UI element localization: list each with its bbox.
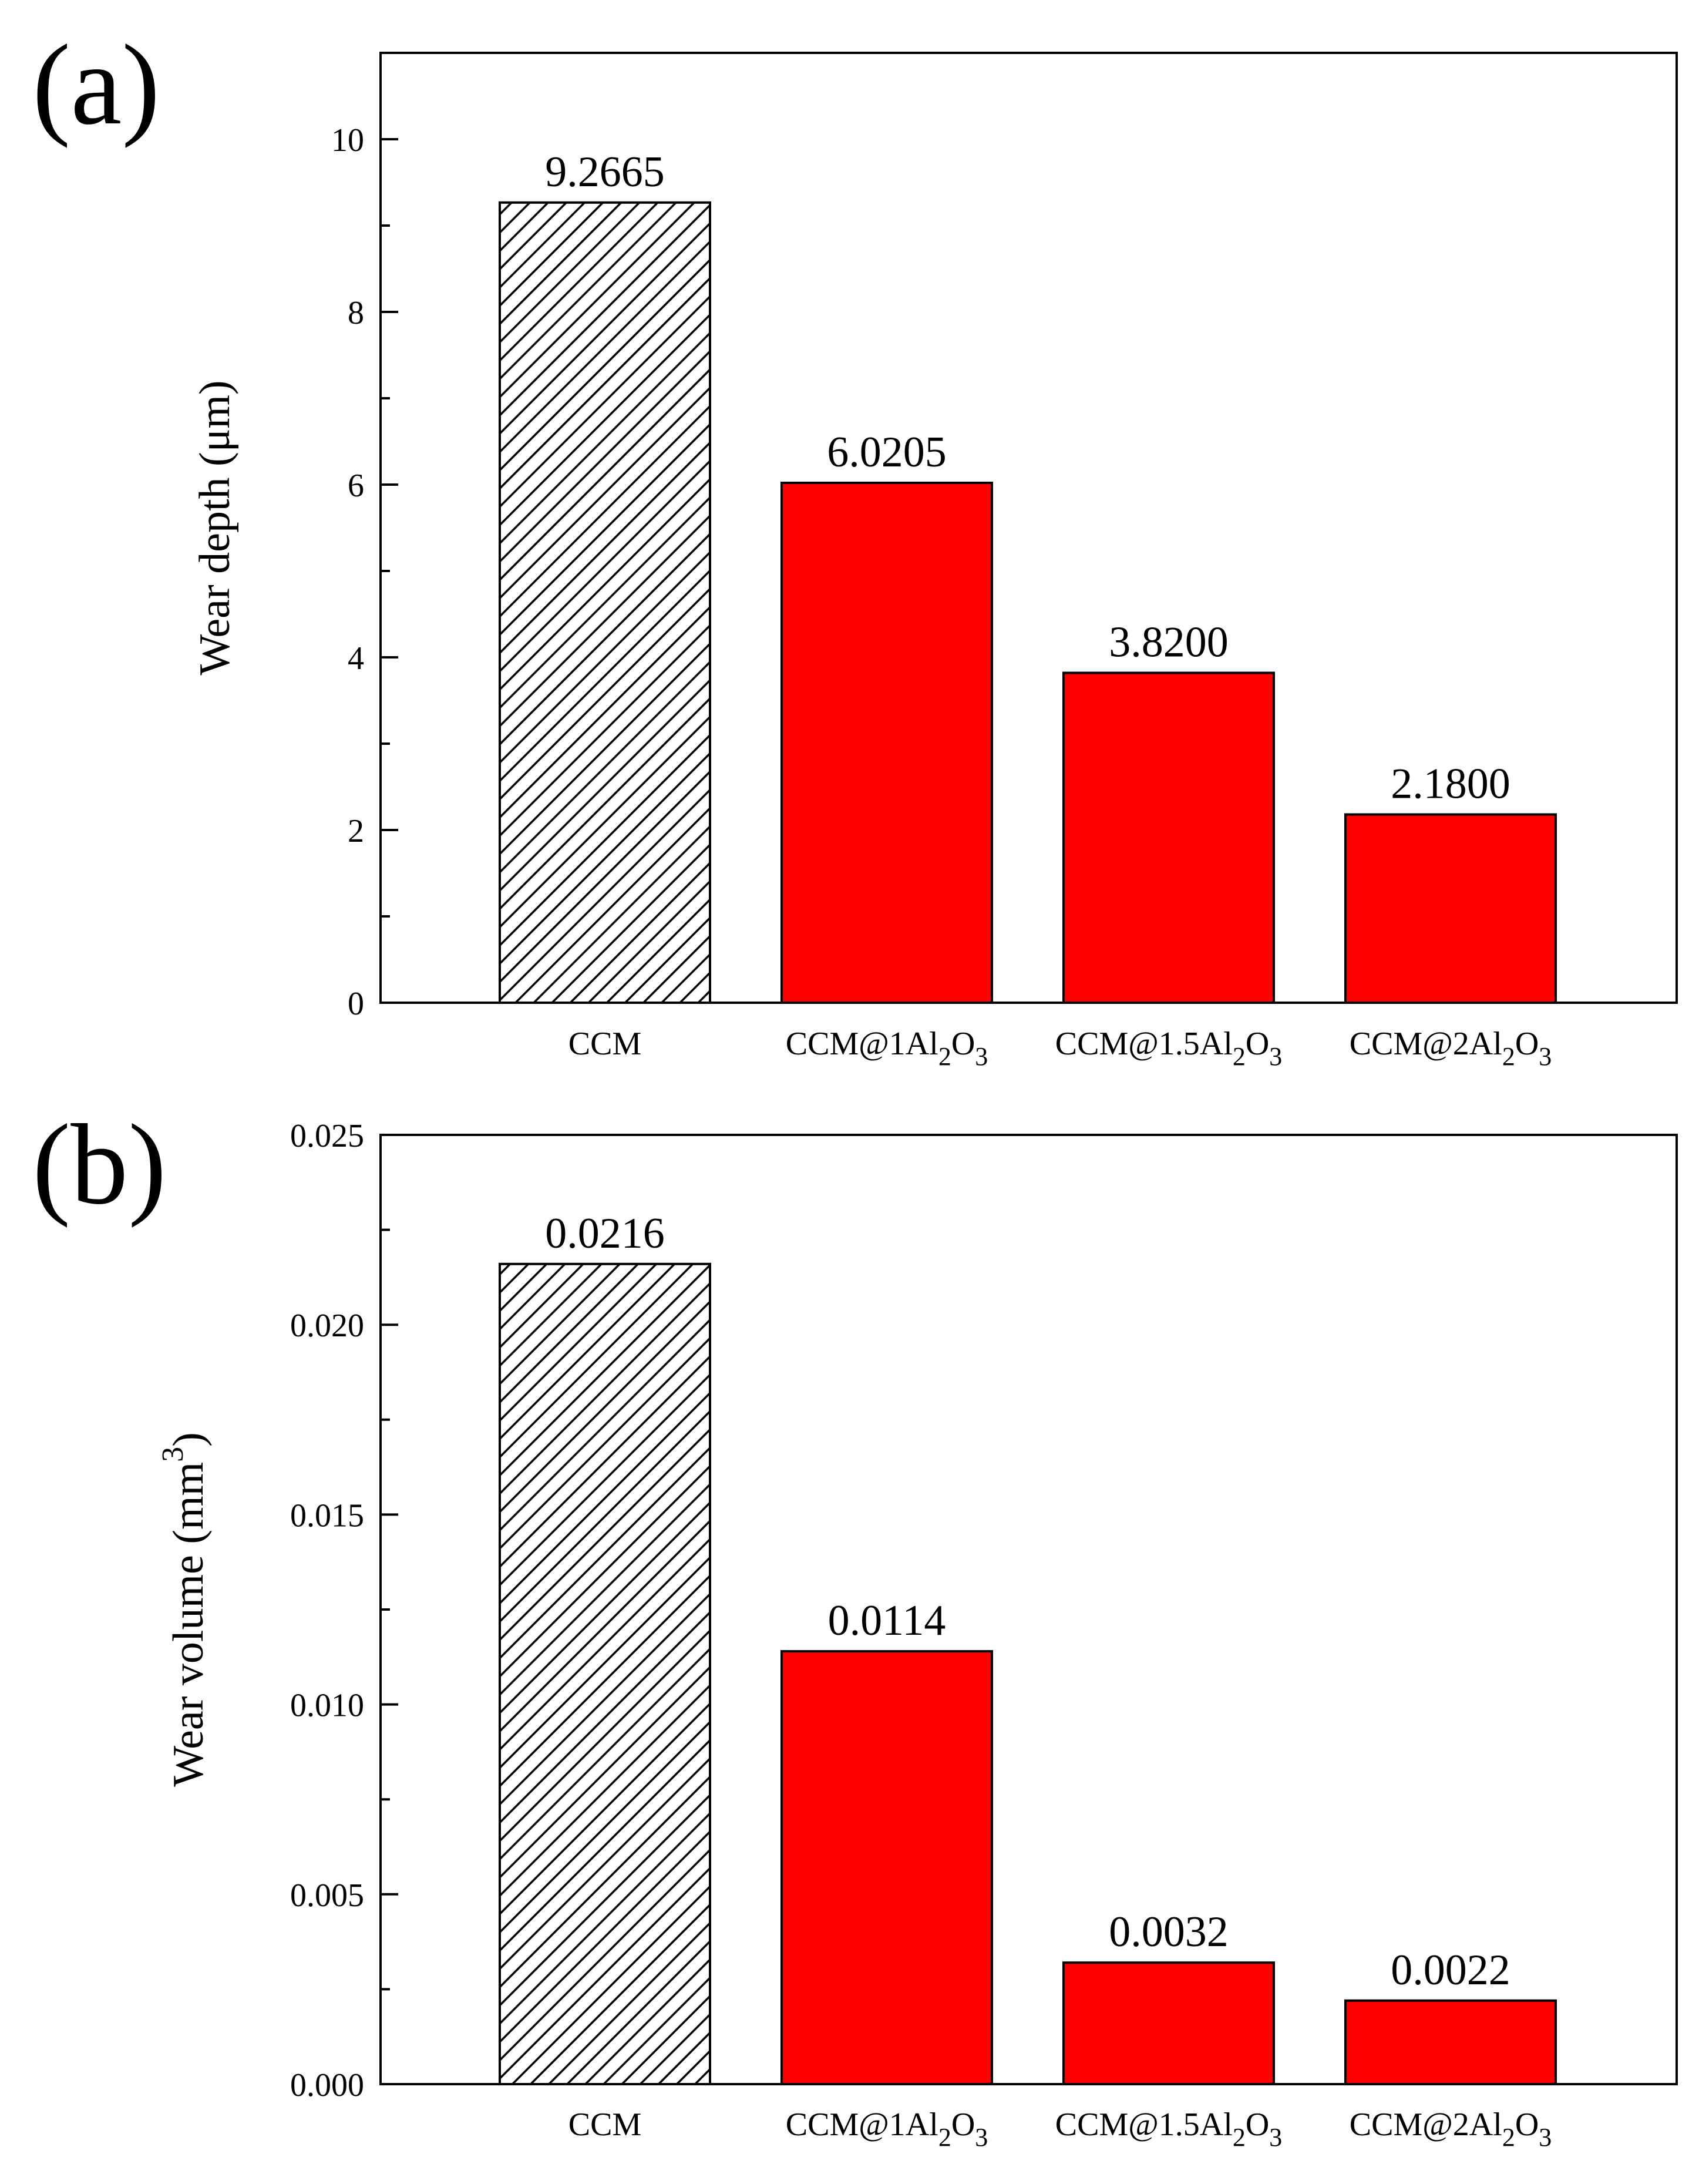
y-axis-title: Wear volume (mm3) — [156, 1432, 213, 1787]
bar-ccm-2al2o3 — [1344, 1999, 1557, 2085]
panel-label: (b) — [32, 1101, 167, 1228]
y-tick-label: 10 — [331, 122, 364, 159]
x-category-label: CCM@1.5Al2O3 — [1055, 1026, 1283, 1071]
bar-ccm — [499, 1262, 711, 2085]
x-category-label: CCM@2Al2O3 — [1350, 1026, 1552, 1071]
data-label: 0.0032 — [1109, 1908, 1229, 1956]
chart-panel-b: (b) 0.0216 0.0114 0.0032 0.0022 0.000 0.005 0.0… — [32, 1101, 1678, 2152]
x-category-label: CCM@2Al2O3 — [1350, 2106, 1552, 2152]
x-category-label: CCM@1.5Al2O3 — [1055, 2106, 1283, 2152]
x-category-label: CCM@1Al2O3 — [786, 1026, 988, 1071]
y-tick-label: 0 — [348, 986, 364, 1022]
panel-label: (a) — [32, 21, 160, 149]
y-tick-label: 0.025 — [290, 1118, 364, 1154]
y-tick-label: 8 — [348, 295, 364, 331]
data-label: 9.2665 — [545, 148, 665, 196]
bar-ccm — [499, 201, 711, 1004]
data-label: 0.0114 — [828, 1597, 946, 1645]
bar-ccm-1-5al2o3 — [1062, 1961, 1275, 2086]
x-category-label: CCM — [568, 2106, 642, 2143]
bar-ccm-1-5al2o3 — [1062, 671, 1275, 1004]
y-tick-label: 6 — [348, 468, 364, 504]
y-tick-label: 0.020 — [290, 1308, 364, 1344]
chart-panel-a: (a) 9.2665 6.0205 3.8200 2.1800 0 2 4 6 8 10 Wear d… — [32, 21, 1678, 1071]
y-tick-label: 0.015 — [290, 1497, 364, 1534]
y-tick-label: 0.010 — [290, 1688, 364, 1724]
y-tick-label: 4 — [348, 640, 364, 677]
data-label: 0.0022 — [1391, 1946, 1510, 1994]
y-tick-label: 2 — [348, 813, 364, 849]
data-label: 6.0205 — [827, 428, 947, 476]
data-label: 3.8200 — [1109, 618, 1229, 666]
bar-ccm-2al2o3 — [1344, 813, 1557, 1004]
data-label: 0.0216 — [545, 1209, 665, 1258]
plot-frame — [379, 52, 1678, 1004]
x-category-label: CCM@1Al2O3 — [786, 2106, 988, 2152]
y-tick-label: 0.005 — [290, 1877, 364, 1914]
bar-ccm-1al2o3 — [780, 1650, 993, 2085]
y-tick-label: 0.000 — [290, 2067, 364, 2104]
data-label: 2.1800 — [1391, 760, 1510, 808]
y-axis-title: Wear depth (μm) — [191, 380, 239, 675]
x-category-label: CCM — [568, 1026, 642, 1062]
bar-ccm-1al2o3 — [780, 481, 993, 1004]
